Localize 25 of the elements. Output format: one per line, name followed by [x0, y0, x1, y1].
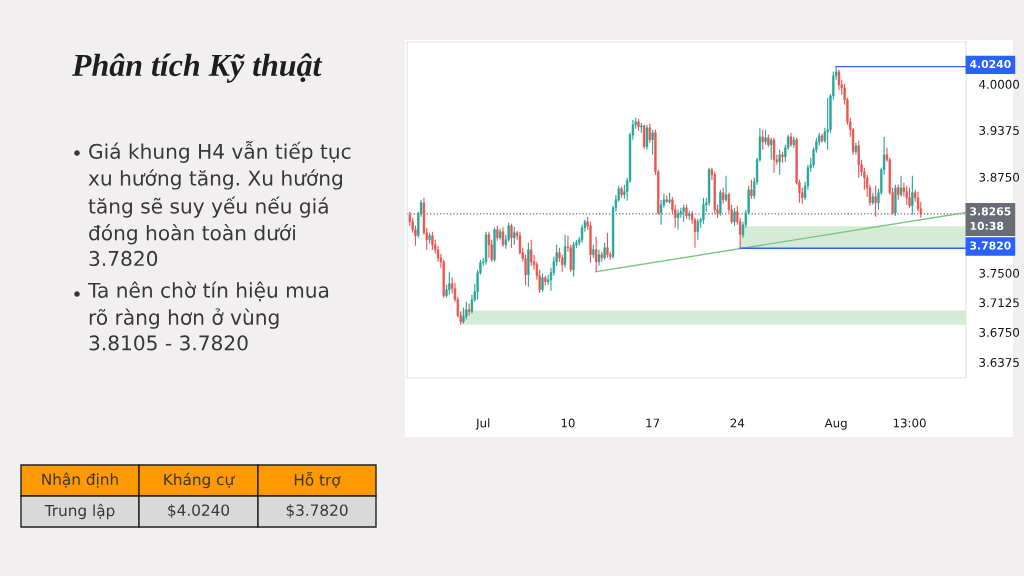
- y-tick-label: 3.6375: [979, 357, 1019, 367]
- y-tick-label: 3.8750: [979, 172, 1020, 182]
- text: Giá khung H4 vẫn tiếp tục xu hướng tăng. Xu hướng tăng sẽ suy yếu nếu giá đóng hoàn toàn dưới 3.7820: [88, 141, 351, 267]
- text: $3.7820: [286, 504, 348, 518]
- x-tick-label: 24: [730, 418, 745, 428]
- text: Ta nên chờ tín hiệu mua rõ ràng hơn ở vùng 3.8105 - 3.7820: [87, 281, 329, 351]
- y-tick-label: 3.9375: [979, 125, 1019, 135]
- y-tick-label: 3.7125: [979, 298, 1019, 308]
- x-tick-label: Aug: [824, 418, 847, 430]
- series-label: 3.7820: [970, 241, 1011, 250]
- y-tick-label: 3.7500: [979, 268, 1020, 278]
- x-tick-label: Jul: [475, 418, 490, 430]
- text: Nhận định: [42, 472, 118, 488]
- series-label: 4.0240: [969, 59, 1011, 69]
- x-tick-label: 13:00: [893, 418, 926, 428]
- chart-title: Phân tích Kỹ thuật: [71, 53, 323, 83]
- text: Kháng cự: [164, 472, 235, 489]
- text: Hỗ trợ: [294, 472, 341, 489]
- ref-line-label: 3.8265 10:38: [970, 207, 1011, 231]
- y-tick-label: 3.6750: [979, 327, 1020, 337]
- y-tick-label: 4.0000: [979, 79, 1020, 89]
- text: $4.0240: [168, 504, 230, 518]
- x-tick-label: 17: [646, 418, 660, 428]
- text: Trung lập: [44, 503, 115, 520]
- x-tick-label: 10: [561, 418, 575, 428]
